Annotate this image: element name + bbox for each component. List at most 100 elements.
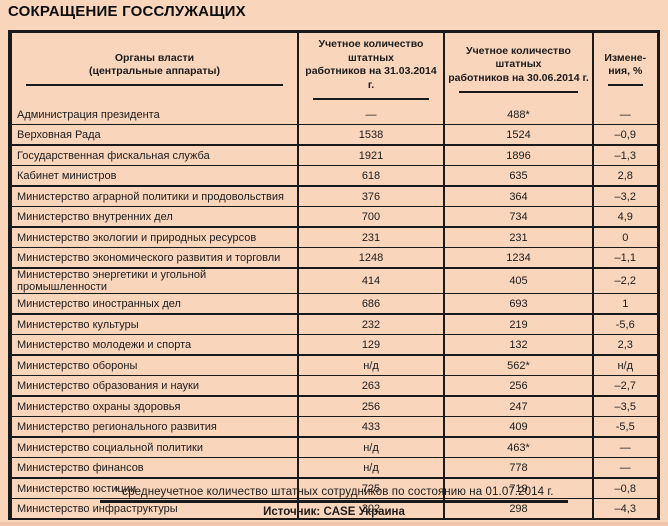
authority-name-cell: Министерство образования и науки bbox=[10, 375, 298, 398]
count-march-cell: н/д bbox=[297, 355, 444, 377]
authority-name-cell: Министерство охраны здоровья bbox=[10, 396, 298, 418]
count-march-cell: 618 bbox=[297, 165, 444, 188]
change-percent-cell: -5,6 bbox=[592, 314, 658, 336]
header-underline bbox=[459, 90, 578, 94]
authority-name-cell: Администрация президента bbox=[10, 105, 298, 126]
change-percent-cell: –2,2 bbox=[592, 268, 658, 295]
authority-name-cell: Министерство регионального развития bbox=[10, 416, 298, 439]
table-row: Министерство экологии и природных ресурс… bbox=[10, 227, 658, 249]
table-row: Министерство экономического развития и т… bbox=[10, 247, 658, 270]
change-percent-cell: –0,9 bbox=[592, 124, 658, 147]
bottom-edge-strip bbox=[0, 522, 668, 526]
count-march-cell: 700 bbox=[297, 206, 444, 229]
authority-name-cell: Министерство культуры bbox=[10, 314, 298, 336]
change-percent-cell: 1 bbox=[592, 293, 658, 316]
table-footer: * среднеучетное количество штатных сотру… bbox=[0, 486, 668, 518]
count-march-cell: 725 bbox=[297, 478, 444, 500]
column-header-count-march: Учетное количество штатных работников на… bbox=[297, 31, 444, 106]
column-header-authorities: Органы власти (центральные аппараты) bbox=[10, 32, 298, 106]
authority-name-cell: Министерство аграрной политики и продово… bbox=[10, 186, 298, 208]
count-march-cell: н/д bbox=[297, 437, 444, 459]
table-row: Государственная фискальная служба 1921 189… bbox=[10, 145, 658, 167]
authority-name-cell: Министерство внутренних дел bbox=[10, 206, 298, 229]
table-row: Министерство обороны н/д 562* н/д bbox=[10, 355, 658, 377]
page-title: СОКРАЩЕНИЕ ГОССЛУЖАЩИХ bbox=[8, 3, 246, 20]
count-june-cell: 463* bbox=[443, 437, 593, 459]
table-row: Министерство энергетики и угольной промы… bbox=[10, 268, 658, 295]
count-march-cell: 302 bbox=[297, 498, 444, 521]
change-percent-cell: –1,1 bbox=[592, 247, 658, 270]
header-underline bbox=[608, 83, 643, 87]
column-header-count-june: Учетное количество штатных работников на… bbox=[443, 31, 593, 106]
authority-name-cell: Министерство иностранных дел bbox=[10, 293, 298, 316]
authority-name-cell: Министерство финансов bbox=[10, 457, 298, 480]
change-percent-cell: 4,9 bbox=[592, 206, 658, 229]
count-june-cell: 719 bbox=[443, 478, 593, 500]
column-header-label: Учетное количество штатных работников на… bbox=[305, 38, 437, 91]
footnote: * среднеучетное количество штатных сотру… bbox=[114, 486, 554, 498]
change-percent-cell: — bbox=[592, 437, 658, 459]
count-june-cell: 231 bbox=[443, 227, 593, 249]
table-row: Министерство иностранных дел 686 693 1 bbox=[10, 293, 658, 316]
change-percent-cell: -5,5 bbox=[592, 416, 658, 439]
table-row: Министерство социальной политики н/д 463* — bbox=[10, 437, 658, 459]
change-percent-cell: –3,2 bbox=[592, 186, 658, 208]
change-percent-cell: 2,3 bbox=[592, 334, 658, 357]
count-june-cell: 734 bbox=[443, 206, 593, 229]
count-june-cell: 635 bbox=[443, 165, 593, 188]
count-march-cell: 1248 bbox=[297, 247, 444, 270]
count-march-cell: 414 bbox=[297, 268, 444, 295]
column-header-label: Органы власти (центральные аппараты) bbox=[89, 51, 220, 78]
count-june-cell: 298 bbox=[443, 498, 593, 521]
change-percent-cell: 0 bbox=[592, 227, 658, 249]
header-underline bbox=[313, 97, 429, 101]
count-june-cell: 364 bbox=[443, 186, 593, 208]
table-row: Министерство молодежи и спорта 129 132 2,3 bbox=[10, 334, 658, 357]
change-percent-cell: — bbox=[592, 105, 658, 126]
authority-name-cell: Министерство экономического развития и т… bbox=[10, 247, 298, 270]
count-june-cell: 409 bbox=[443, 416, 593, 439]
table-header-row: Органы власти (центральные аппараты) Уче… bbox=[10, 31, 658, 106]
count-march-cell: 1538 bbox=[297, 124, 444, 147]
staff-reduction-table: Органы власти (центральные аппараты) Уче… bbox=[8, 30, 660, 521]
column-header-label: Учетное количество штатных работников на… bbox=[448, 44, 589, 85]
source-credit: Источник: CASE Украина bbox=[263, 506, 405, 518]
count-march-cell: 232 bbox=[297, 314, 444, 336]
column-header-label: Измене- ния, % bbox=[604, 51, 647, 78]
table-row: Министерство регионального развития 433 40… bbox=[10, 416, 658, 439]
header-underline bbox=[26, 83, 283, 87]
count-june-cell: 256 bbox=[443, 375, 593, 398]
table-row: Министерство финансов н/д 778— bbox=[10, 457, 658, 480]
table-row: Министерство образования и науки 263 256 –2… bbox=[10, 375, 658, 398]
table-row: Министерство культуры 232 219 -5,6 bbox=[10, 314, 658, 336]
count-june-cell: 247 bbox=[443, 396, 593, 418]
authority-name-cell: Министерство социальной политики bbox=[10, 437, 298, 459]
authority-name-cell: Министерство обороны bbox=[10, 355, 298, 377]
count-march-cell: 433 bbox=[297, 416, 444, 439]
count-march-cell: 376 bbox=[297, 186, 444, 208]
column-header-change: Измене- ния, % bbox=[592, 31, 658, 106]
authority-name-cell: Министерство инфраструктуры bbox=[10, 498, 298, 521]
authority-name-cell: Министерство экологии и природных ресурс… bbox=[10, 227, 298, 249]
count-june-cell: 1524 bbox=[443, 124, 593, 147]
count-march-cell: 263 bbox=[297, 375, 444, 398]
count-march-cell: 129 bbox=[297, 334, 444, 357]
count-march-cell: 231 bbox=[297, 227, 444, 249]
change-percent-cell: н/д bbox=[592, 355, 658, 377]
change-percent-cell: –4,3 bbox=[592, 498, 658, 521]
authority-name-cell: Государственная фискальная служба bbox=[10, 145, 298, 167]
count-june-cell: 132 bbox=[443, 334, 593, 357]
authority-name-cell: Министерство юстиции bbox=[10, 478, 298, 500]
count-june-cell: 1896 bbox=[443, 145, 593, 167]
table-row: Кабинет министров 618 635 2,8 bbox=[10, 165, 658, 188]
table-row: Министерство юстиции 725 719 –0,8 bbox=[10, 478, 658, 500]
change-percent-cell: –0,8 bbox=[592, 478, 658, 500]
change-percent-cell: — bbox=[592, 457, 658, 480]
count-march-cell: 686 bbox=[297, 293, 444, 316]
table-row: Администрация президента —488* — bbox=[10, 105, 658, 126]
table-row: Министерство охраны здоровья 256 247 –3,5 bbox=[10, 396, 658, 418]
change-percent-cell: 2,8 bbox=[592, 165, 658, 188]
count-march-cell: 256 bbox=[297, 396, 444, 418]
authority-name-cell: Министерство энергетики и угольной промы… bbox=[10, 268, 298, 295]
table-body: Администрация президента —488* — Верховная … bbox=[10, 105, 658, 521]
